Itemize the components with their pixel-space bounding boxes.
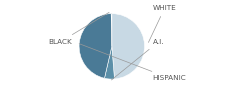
Text: A.I.: A.I.: [111, 39, 164, 80]
Wedge shape: [112, 14, 144, 79]
Text: BLACK: BLACK: [48, 12, 109, 45]
Wedge shape: [104, 46, 114, 79]
Text: HISPANIC: HISPANIC: [79, 44, 186, 81]
Wedge shape: [111, 14, 112, 46]
Wedge shape: [79, 14, 112, 78]
Text: WHITE: WHITE: [148, 5, 176, 42]
